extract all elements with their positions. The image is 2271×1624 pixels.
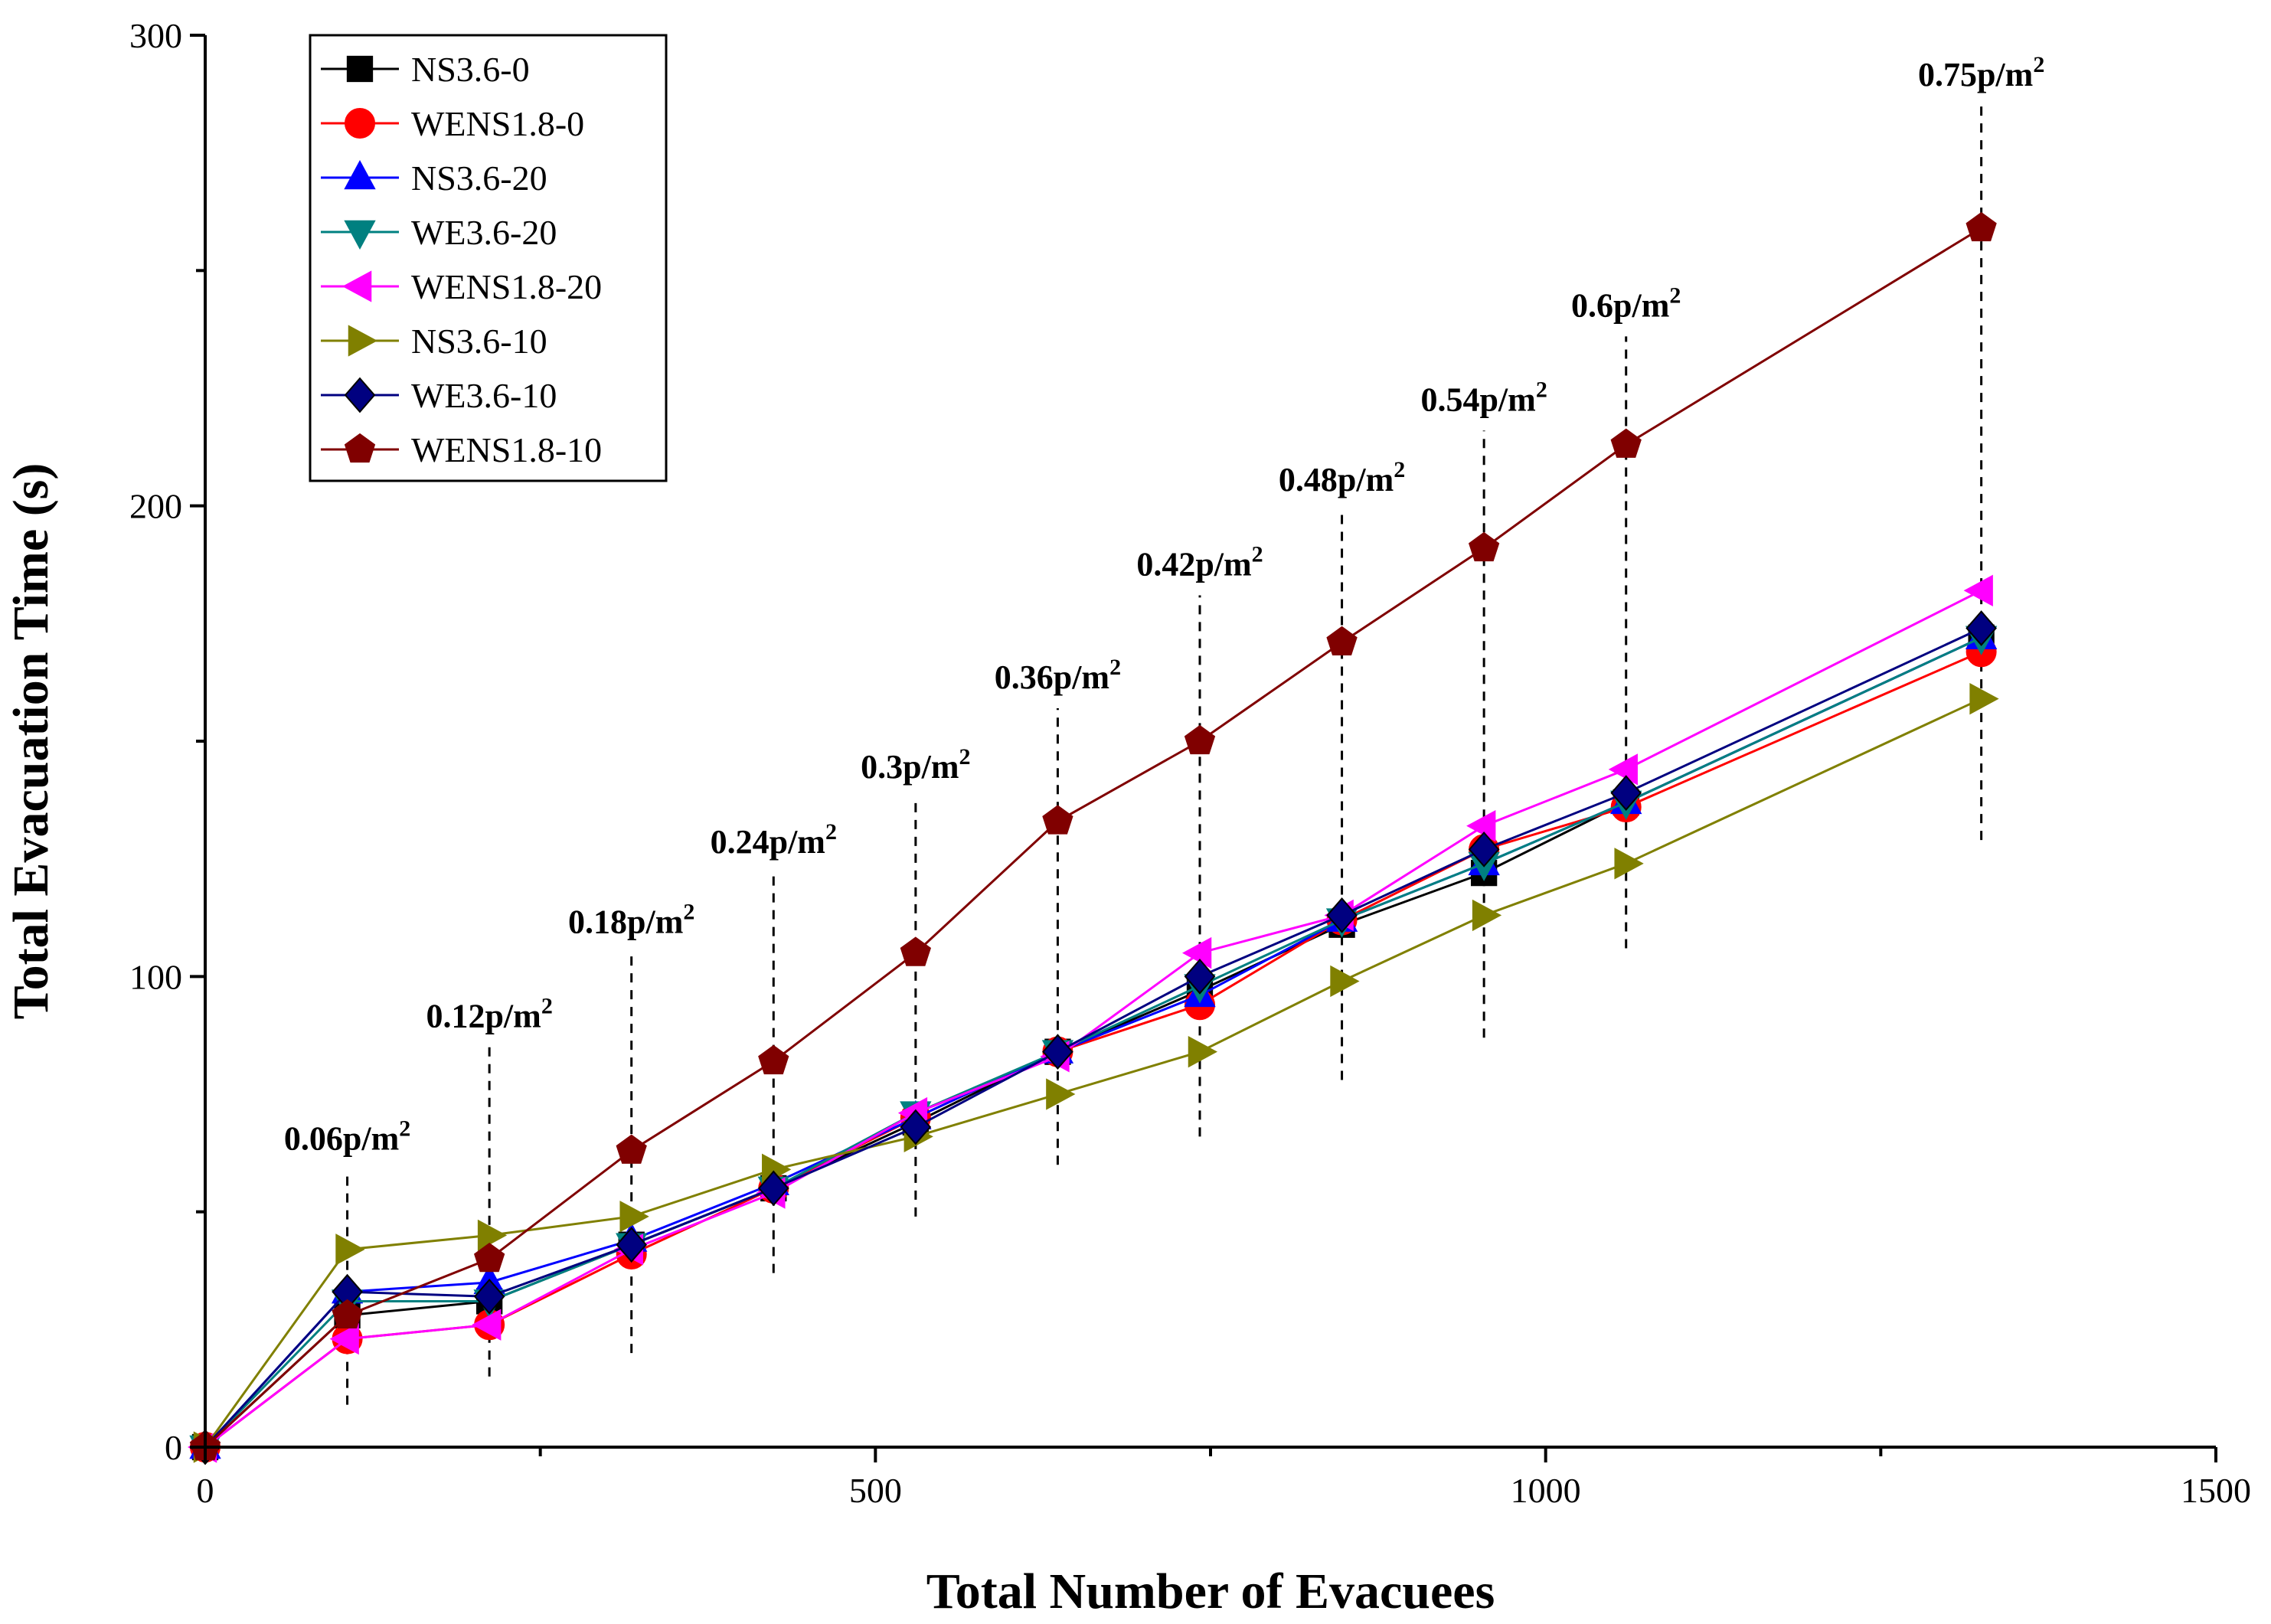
x-tick-label: 500: [849, 1471, 902, 1510]
legend-entry: WE3.6-20: [321, 213, 557, 252]
series-3: [189, 626, 1998, 1466]
data-point: [473, 1278, 505, 1315]
density-label: 0.3p/m2: [861, 744, 970, 786]
data-point: [1326, 897, 1358, 933]
data-point: [1188, 1036, 1217, 1068]
density-label: 0.18p/m2: [568, 900, 694, 941]
data-point: [1184, 724, 1216, 755]
y-tick-label: 300: [129, 16, 182, 55]
axes: 0 500 1000 1500 0 100 200 300: [129, 16, 2251, 1510]
legend-box: [309, 34, 668, 482]
data-point: [1608, 753, 1638, 786]
legend-marker: [341, 270, 372, 302]
data-point: [1042, 1034, 1073, 1070]
density-label: 0.48p/m2: [1279, 457, 1405, 498]
data-point: [619, 1201, 649, 1233]
data-point: [1181, 936, 1212, 969]
series-line: [204, 636, 1982, 1449]
series-line: [204, 627, 1982, 1449]
density-label: 0.42p/m2: [1136, 541, 1263, 583]
legend-label: WE3.6-10: [411, 376, 557, 415]
legend-entry: WE3.6-10: [321, 376, 557, 415]
y-axis-title: Total Evacuation Time (s): [3, 463, 59, 1020]
data-point: [1963, 574, 1993, 606]
y-tick-label: 200: [129, 487, 182, 526]
legend-marker: [346, 55, 374, 83]
legend: NS3.6-0 WENS1.8-0 NS3.6-20 WE3.6-20 WENS1.8-…: [309, 34, 668, 482]
data-point: [900, 1109, 932, 1145]
data-point: [1610, 775, 1642, 811]
data-point: [1326, 626, 1358, 656]
legend-entry: NS3.6-0: [321, 50, 530, 89]
legend-entry: WENS1.8-20: [321, 267, 602, 306]
legend-marker: [345, 108, 375, 139]
y-tick-label: 100: [129, 957, 182, 996]
legend-label: NS3.6-10: [411, 322, 547, 361]
legend-entry: NS3.6-10: [321, 322, 547, 361]
density-label: 0.54p/m2: [1420, 377, 1547, 418]
legend-label: NS3.6-0: [411, 50, 530, 89]
data-point: [757, 1170, 789, 1207]
density-label: 0.24p/m2: [711, 819, 837, 861]
series-layer: [187, 211, 1999, 1466]
density-label: 0.12p/m2: [426, 994, 552, 1035]
y-tick-label: 0: [165, 1428, 182, 1467]
series-1: [190, 636, 1997, 1462]
legend-marker: [344, 433, 376, 463]
series-line: [204, 650, 1982, 1449]
data-point: [616, 1227, 648, 1263]
data-point: [1610, 428, 1642, 458]
data-point: [1965, 610, 1997, 646]
legend-marker: [344, 159, 376, 190]
data-point: [1614, 848, 1644, 880]
legend-label: WENS1.8-0: [411, 104, 584, 143]
x-tick-label: 1000: [1511, 1471, 1581, 1510]
data-point: [616, 1134, 647, 1164]
data-point: [1046, 1078, 1076, 1110]
data-point: [1965, 211, 1997, 242]
data-point: [1184, 958, 1216, 995]
data-point: [332, 1299, 363, 1329]
data-point: [758, 1044, 789, 1075]
legend-marker: [348, 325, 378, 357]
data-point: [1468, 531, 1500, 562]
data-point: [1468, 831, 1500, 868]
data-point: [472, 1309, 502, 1341]
density-label: 0.6p/m2: [1571, 283, 1681, 324]
data-point: [1330, 965, 1360, 998]
density-label: 0.36p/m2: [995, 655, 1121, 696]
x-tick-label: 0: [197, 1471, 214, 1510]
legend-label: WE3.6-20: [411, 213, 557, 252]
series-7: [189, 211, 1997, 1461]
series-line: [204, 636, 1982, 1449]
data-point: [1466, 809, 1496, 842]
series-line: [204, 589, 1982, 1449]
data-point: [329, 1322, 359, 1355]
data-point: [900, 936, 932, 966]
data-point: [1042, 805, 1073, 835]
legend-entry: WENS1.8-10: [321, 430, 602, 469]
density-label: 0.06p/m2: [284, 1116, 410, 1157]
legend-label: WENS1.8-20: [411, 267, 602, 306]
series-line: [204, 698, 1982, 1448]
data-point: [1969, 683, 1999, 715]
legend-marker: [344, 220, 376, 250]
legend-label: NS3.6-20: [411, 158, 547, 198]
x-axis-title: Total Number of Evacuees: [926, 1564, 1495, 1619]
legend-label: WENS1.8-10: [411, 430, 602, 469]
series-6: [189, 610, 1997, 1466]
data-point: [335, 1234, 365, 1266]
legend-entry: WENS1.8-0: [321, 104, 584, 143]
data-point: [473, 1242, 505, 1273]
data-point: [1472, 899, 1502, 932]
data-point: [477, 1219, 508, 1252]
density-label: 0.75p/m2: [1918, 52, 2044, 93]
legend-marker: [344, 377, 376, 413]
series-line: [204, 227, 1982, 1449]
x-tick-label: 1500: [2181, 1471, 2251, 1510]
series-0: [191, 624, 1995, 1461]
legend-entry: NS3.6-20: [321, 158, 547, 198]
